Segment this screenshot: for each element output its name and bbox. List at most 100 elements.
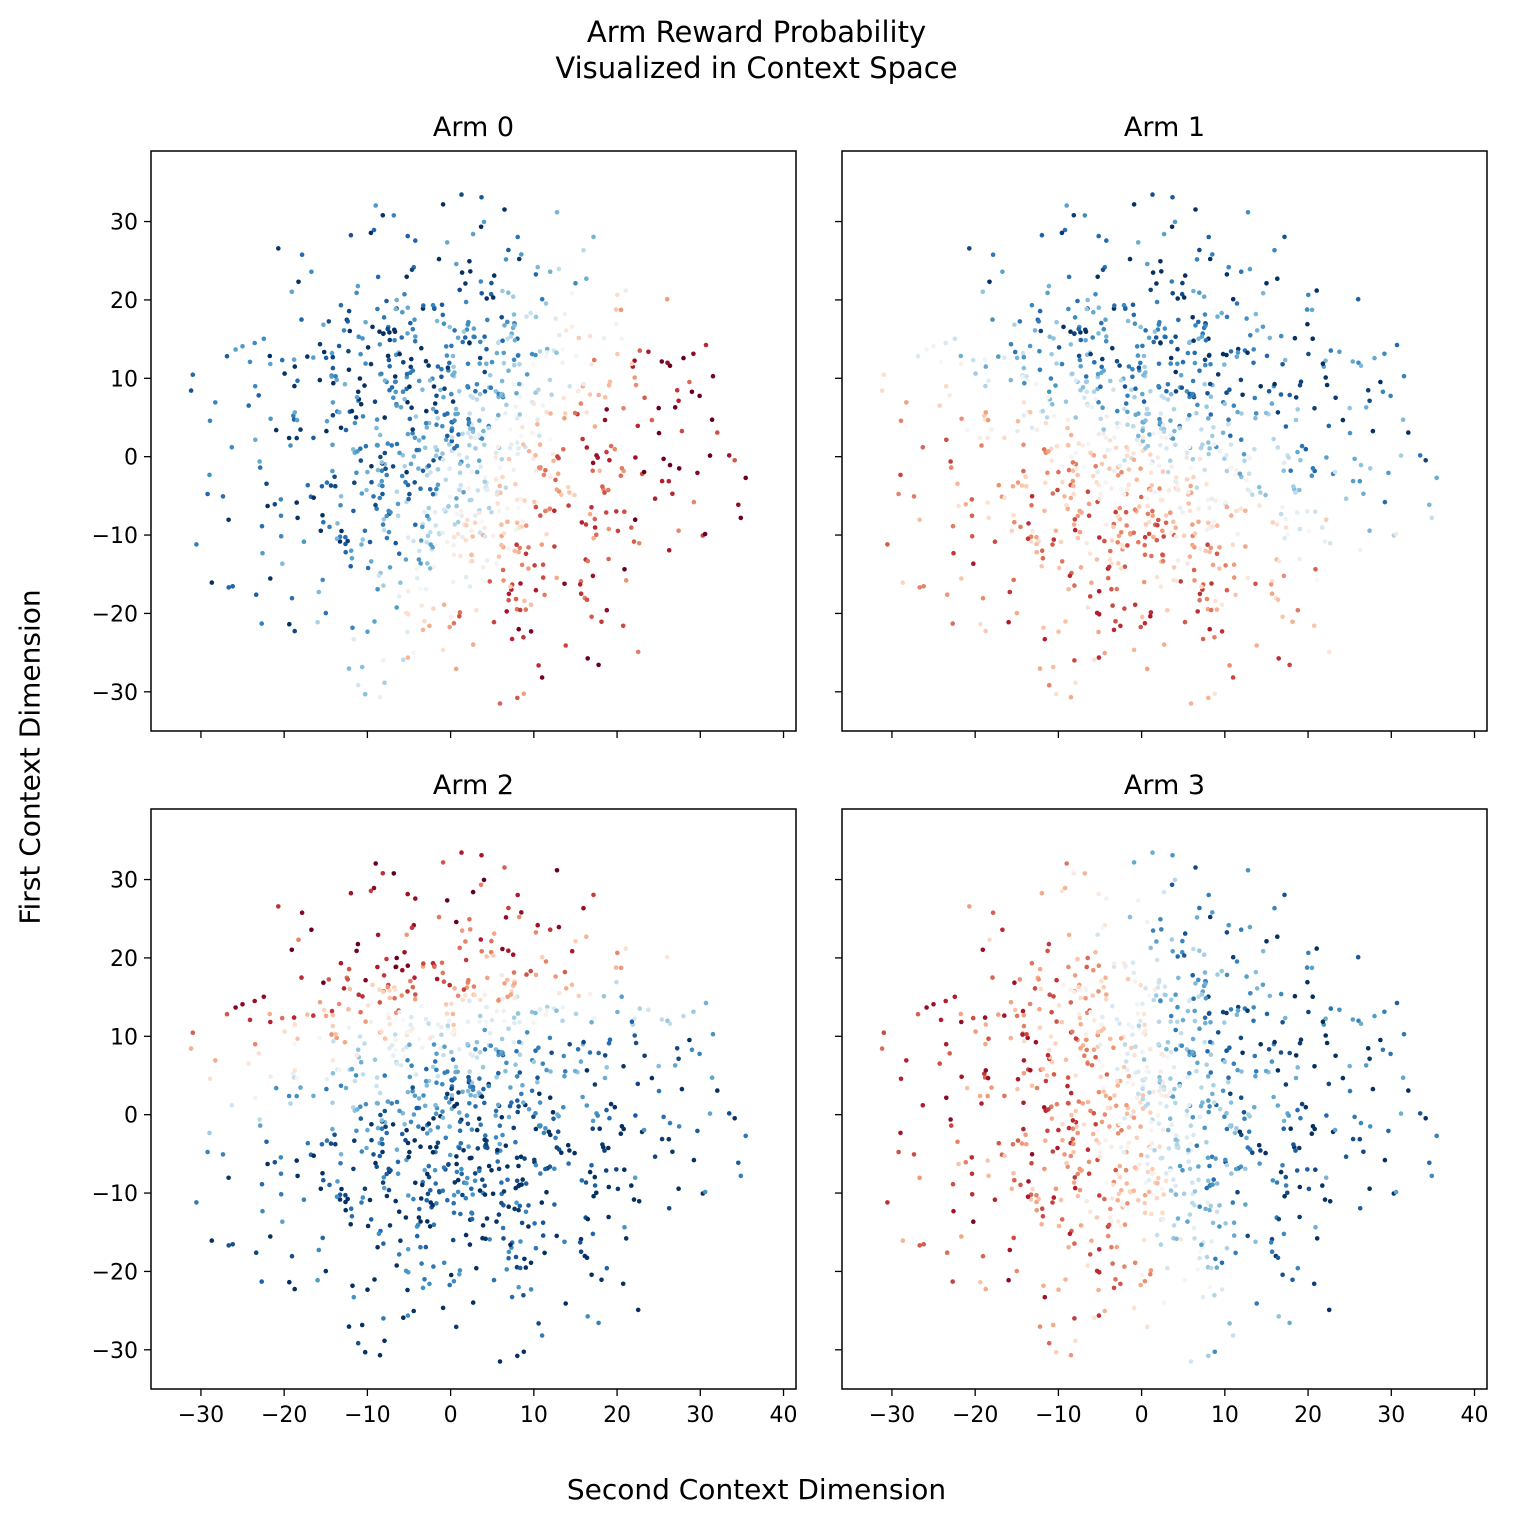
scatter-point (1220, 1088, 1226, 1094)
scatter-point (1118, 566, 1124, 571)
scatter-point (289, 947, 295, 953)
scatter-point (1055, 487, 1060, 493)
scatter-point (427, 1145, 433, 1150)
scatter-point (1118, 487, 1124, 492)
scatter-point (494, 561, 499, 566)
scatter-point (1142, 1192, 1148, 1198)
scatter-point (484, 346, 489, 352)
scatter-point (373, 203, 379, 208)
scatter-point (487, 372, 493, 378)
scatter-point (1256, 1142, 1262, 1148)
scatter-point (618, 307, 624, 313)
scatter-point (289, 595, 295, 601)
scatter-point (343, 1207, 349, 1213)
scatter-point (424, 425, 430, 430)
scatter-point (526, 545, 531, 550)
scatter-point (393, 964, 399, 970)
scatter-point (661, 1114, 666, 1120)
scatter-point (190, 372, 196, 378)
scatter-point (547, 437, 553, 443)
scatter-point (1347, 405, 1352, 411)
scatter-point (1072, 1185, 1078, 1191)
scatter-point (413, 414, 419, 419)
scatter-point (619, 994, 624, 999)
scatter-point (1131, 1081, 1136, 1087)
scatter-point (1072, 1316, 1077, 1321)
scatter-point (1245, 350, 1250, 356)
scatter-point (1138, 1100, 1143, 1105)
scatter-point (1129, 1045, 1134, 1051)
scatter-point (482, 1192, 488, 1197)
scatter-point (1038, 986, 1044, 992)
scatter-point (577, 582, 583, 587)
scatter-point (466, 486, 471, 491)
scatter-point (495, 1147, 500, 1153)
scatter-point (1056, 1223, 1062, 1229)
scatter-point (635, 423, 641, 429)
scatter-point (513, 1139, 518, 1145)
scatter-point (1243, 1202, 1248, 1207)
scatter-point (460, 339, 466, 345)
scatter-point (1234, 1166, 1239, 1172)
scatter-point (393, 1047, 399, 1053)
scatter-point (468, 1051, 473, 1057)
scatter-point (537, 442, 543, 447)
scatter-point (1253, 415, 1258, 421)
scatter-point (520, 425, 525, 430)
scatter-point (1142, 620, 1148, 626)
scatter-point (1306, 351, 1311, 357)
scatter-point (1096, 963, 1102, 968)
scatter-point (642, 395, 647, 401)
scatter-point (408, 320, 413, 326)
scatter-point (1130, 302, 1136, 308)
scatter-point (546, 471, 552, 477)
scatter-point (985, 500, 990, 505)
scatter-point (1101, 1026, 1107, 1031)
scatter-point (1034, 427, 1040, 433)
scatter-point (569, 290, 575, 296)
scatter-point (1141, 399, 1147, 404)
scatter-point (1234, 468, 1239, 473)
scatter-point (1125, 1201, 1130, 1206)
scatter-point (220, 1152, 226, 1157)
scatter-point (533, 468, 539, 474)
scatter-point (1085, 403, 1090, 408)
scatter-point (1142, 1200, 1147, 1206)
scatter-point (1028, 1197, 1034, 1202)
scatter-point (1143, 328, 1148, 333)
scatter-point (382, 1338, 387, 1344)
scatter-point (433, 444, 438, 450)
scatter-point (1305, 509, 1310, 514)
scatter-point (1132, 1165, 1138, 1170)
scatter-point (1076, 326, 1081, 332)
scatter-point (1231, 403, 1237, 409)
scatter-point (1102, 650, 1107, 656)
scatter-point (667, 363, 673, 369)
scatter-point (1054, 1101, 1060, 1107)
scatter-point (1131, 1109, 1136, 1114)
scatter-point (362, 1349, 368, 1355)
scatter-point (1015, 1086, 1020, 1092)
scatter-point (1146, 1069, 1151, 1075)
scatter-point (330, 442, 335, 448)
scatter-point (482, 442, 487, 448)
scatter-point (1049, 1059, 1055, 1065)
scatter-point (321, 349, 327, 355)
scatter-point (426, 1021, 431, 1026)
scatter-point (473, 1046, 478, 1052)
scatter-point (1292, 993, 1298, 999)
scatter-point (533, 1126, 539, 1132)
scatter-point (1093, 396, 1098, 402)
scatter-point (1294, 1168, 1300, 1173)
scatter-point (947, 1051, 952, 1056)
scatter-point (1090, 1131, 1096, 1137)
scatter-point (469, 469, 475, 474)
scatter-point (667, 462, 673, 468)
scatter-point (1042, 508, 1047, 514)
scatter-point (474, 469, 480, 475)
scatter-point (482, 334, 487, 340)
scatter-point (948, 459, 953, 464)
y-tick-label: 20 (110, 947, 138, 972)
scatter-point (401, 1315, 406, 1320)
scatter-point (601, 993, 607, 999)
